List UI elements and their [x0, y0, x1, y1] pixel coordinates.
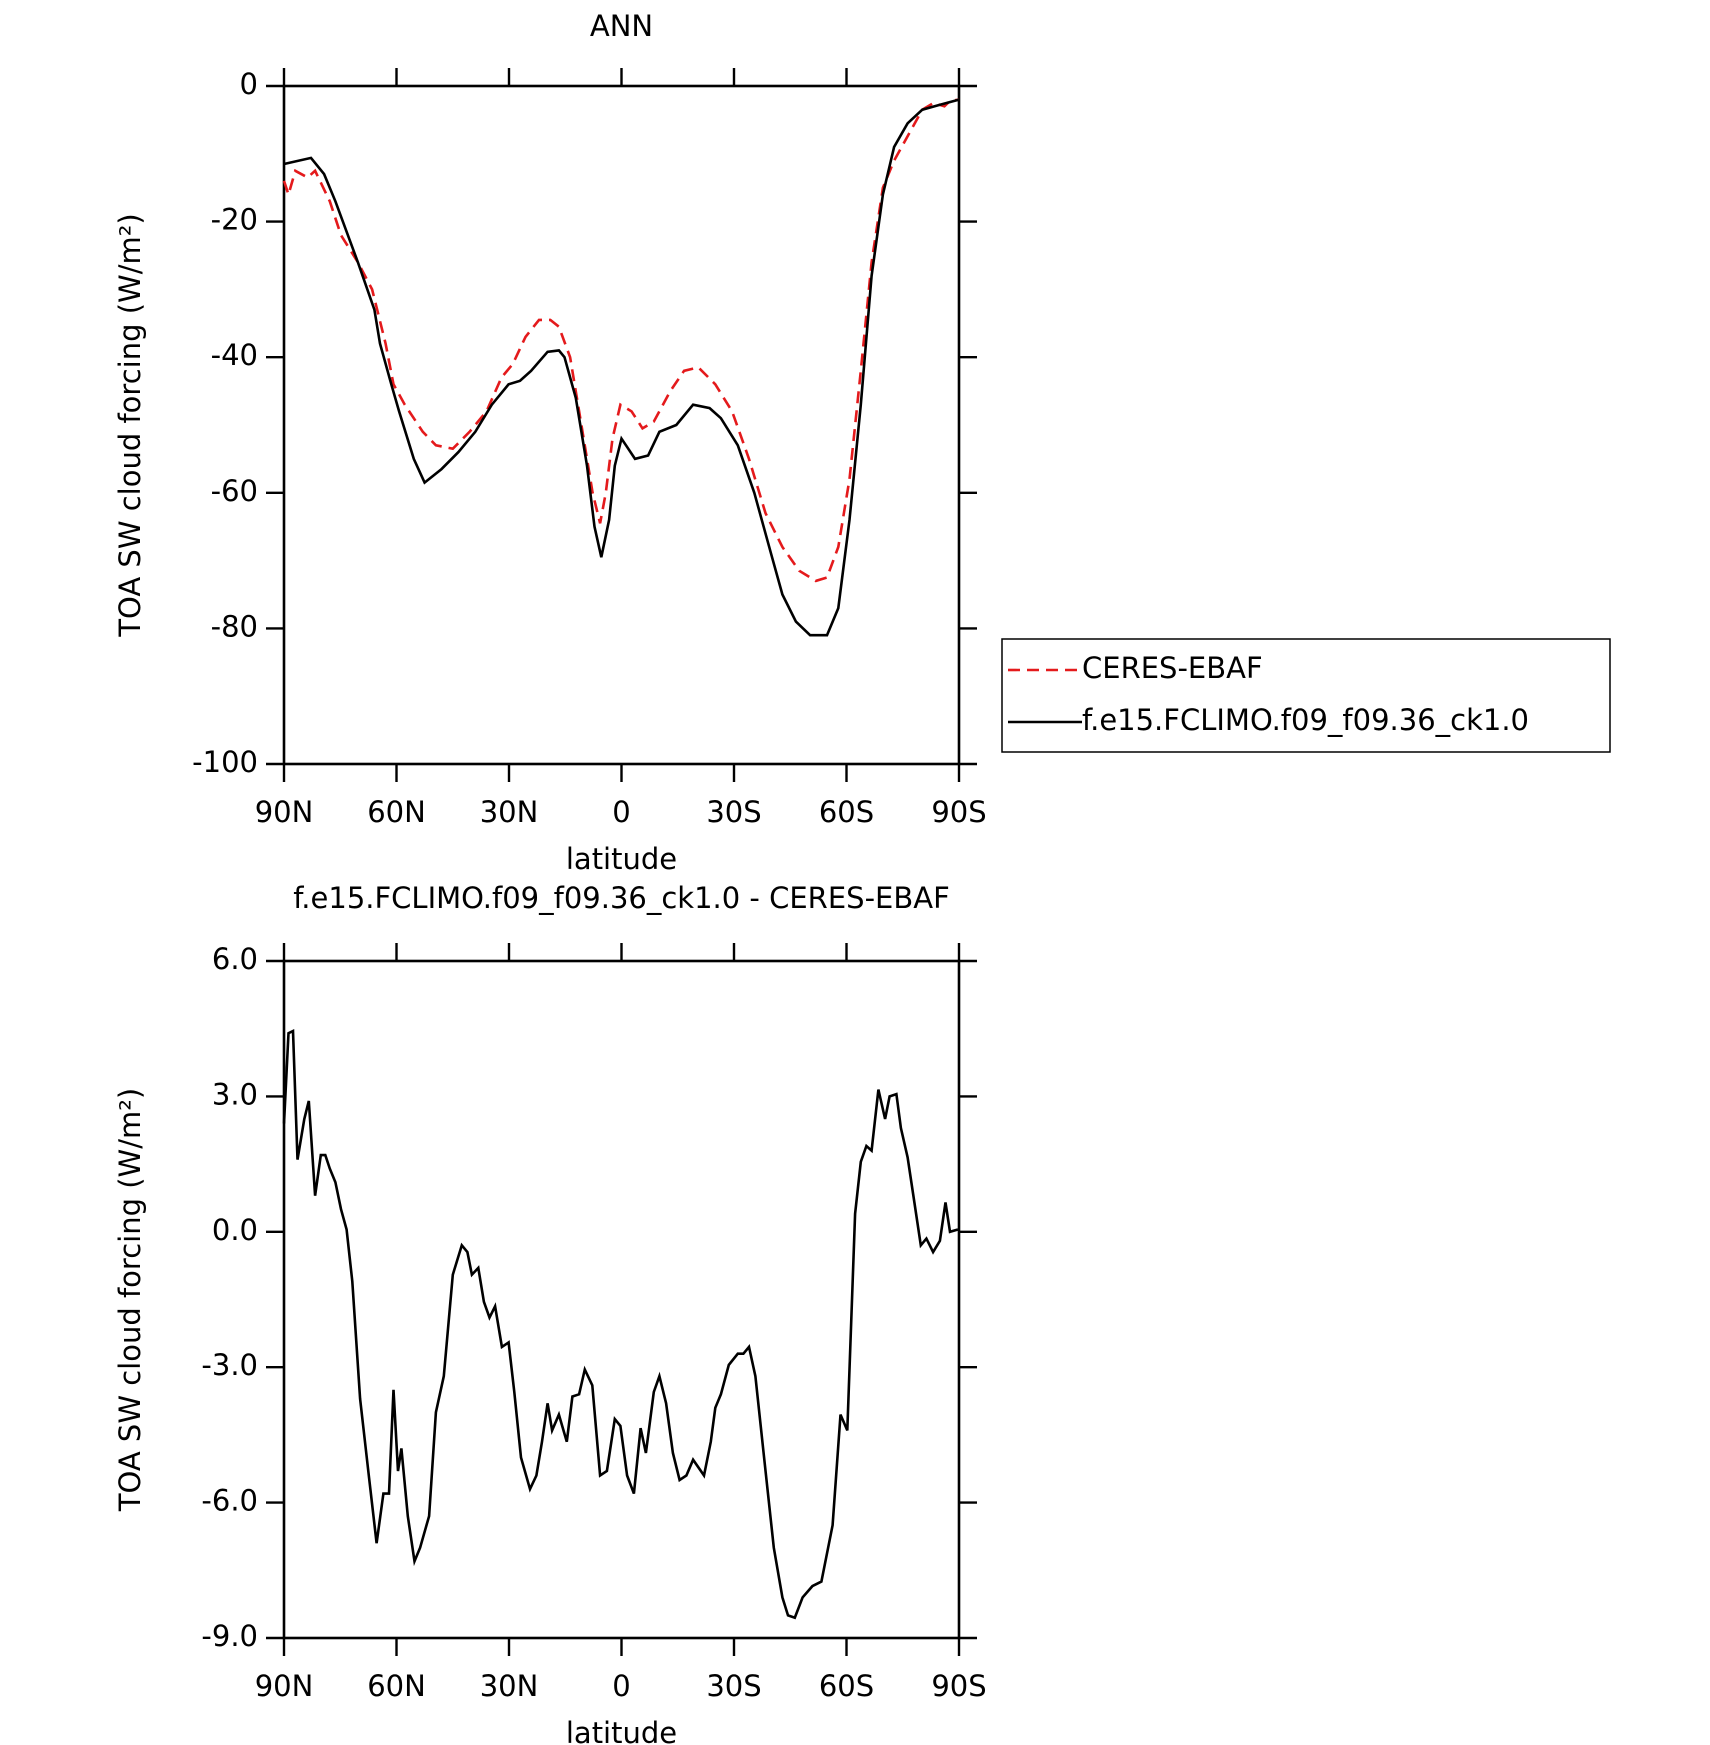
x-tick-label: 90S	[931, 1669, 986, 1703]
y-tick-label: -80	[211, 609, 258, 643]
x-tick-label: 60S	[819, 1669, 874, 1703]
y-tick-label: -60	[211, 474, 258, 508]
x-axis-label: latitude	[566, 842, 677, 876]
legend-label: f.e15.FCLIMO.f09_f09.36_ck1.0	[1082, 703, 1529, 737]
y-tick-label: -100	[192, 745, 258, 779]
x-tick-label: 30S	[706, 795, 761, 829]
x-tick-label: 60N	[367, 1669, 426, 1703]
x-tick-label: 0	[612, 795, 630, 829]
x-tick-label: 90N	[255, 1669, 314, 1703]
x-tick-label: 60S	[819, 795, 874, 829]
x-tick-label: 30N	[480, 795, 539, 829]
data-line	[282, 98, 960, 583]
y-tick-label: 0	[240, 67, 258, 101]
x-tick-label: 0	[612, 1669, 630, 1703]
legend-label: CERES-EBAF	[1082, 651, 1263, 685]
data-line	[283, 98, 960, 637]
x-tick-label: 60N	[367, 795, 426, 829]
y-tick-label: -20	[211, 203, 258, 237]
y-tick-label: 6.0	[212, 942, 258, 976]
x-tick-label: 90S	[931, 795, 986, 829]
y-axis-label: TOA SW cloud forcing (W/m²)	[113, 213, 147, 637]
x-tick-label: 90N	[255, 795, 314, 829]
data-line	[282, 1028, 959, 1620]
chart-title: ANN	[590, 9, 653, 43]
y-tick-label: -3.0	[201, 1348, 258, 1382]
x-axis-label: latitude	[566, 1716, 677, 1745]
y-tick-label: 3.0	[212, 1077, 258, 1111]
y-axis-label: TOA SW cloud forcing (W/m²)	[113, 1088, 147, 1512]
y-tick-label: -40	[211, 338, 258, 372]
y-tick-label: -9.0	[201, 1619, 258, 1653]
x-tick-label: 30S	[706, 1669, 761, 1703]
y-tick-label: -6.0	[201, 1484, 258, 1518]
x-tick-label: 30N	[480, 1669, 539, 1703]
y-tick-label: 0.0	[212, 1213, 258, 1247]
plot-frame	[282, 959, 961, 1640]
chart-title: f.e15.FCLIMO.f09_f09.36_ck1.0 - CERES-EB…	[293, 881, 950, 915]
legend-box	[1001, 638, 1611, 753]
